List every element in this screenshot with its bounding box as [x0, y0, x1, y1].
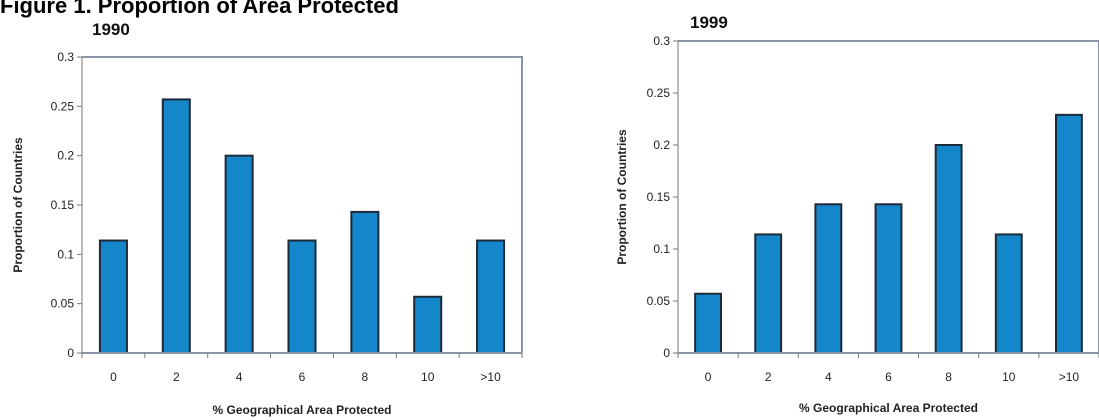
chart-1990-bar — [287, 239, 317, 355]
chart-1999-x-axis-label: % Geographical Area Protected — [799, 401, 978, 415]
chart-1990-x-tick-label: 8 — [362, 370, 369, 384]
chart-1999-y-axis-label: Proportion of Countries — [615, 129, 629, 265]
chart-1990-x-tick-label: >10 — [480, 370, 501, 384]
chart-1999-bar — [814, 203, 843, 354]
chart-1990-y-tick-label: 0.15 — [51, 198, 75, 212]
chart-1999-bar — [994, 233, 1023, 354]
chart-1990-bar — [413, 295, 443, 355]
chart-1999-bar — [694, 292, 723, 354]
chart-1990-x-tick-label: 0 — [110, 370, 117, 384]
chart-1990-x-tick-label: 6 — [299, 370, 306, 384]
chart-1999-plot-frame — [678, 40, 1099, 353]
chart-1990-bar — [350, 210, 380, 354]
figure-heading: Figure 1. Proportion of Area Protected — [0, 0, 399, 18]
chart-1999-y-tick-label: 0 — [663, 346, 670, 360]
chart-1999-bar — [934, 144, 963, 354]
chart-1999-title: 1999 — [690, 13, 728, 32]
chart-1999-x-tick-label: 10 — [1002, 370, 1016, 384]
chart-1990-y-tick-label: 0 — [67, 346, 74, 360]
chart-1990-bar — [161, 98, 191, 354]
chart-1999-y-tick-label: 0.15 — [647, 190, 671, 204]
chart-1999-y-tick-label: 0.3 — [653, 34, 670, 48]
chart-1999-x-tick-label: >10 — [1059, 370, 1080, 384]
chart-1999-bar — [754, 233, 783, 354]
chart-1990-x-tick-label: 4 — [236, 370, 243, 384]
chart-1999-y-tick-label: 0.25 — [647, 86, 671, 100]
chart-1999-y-tick-label: 0.1 — [653, 242, 670, 256]
chart-1999-y-tick-label: 0.2 — [653, 138, 670, 152]
chart-1999-x-tick-label: 6 — [885, 370, 892, 384]
chart-1990-y-tick-label: 0.3 — [57, 50, 74, 64]
chart-1999-bar — [874, 203, 903, 354]
chart-1999-y-tick-label: 0.05 — [647, 294, 671, 308]
chart-1990-plot-frame — [82, 56, 523, 353]
chart-1990-title: 1990 — [92, 20, 130, 39]
chart-1990-x-axis-label: % Geographical Area Protected — [213, 403, 392, 417]
chart-1990-y-tick-label: 0.1 — [57, 247, 74, 261]
chart-1990-bar — [224, 154, 254, 354]
chart-1990-y-tick-label: 0.25 — [51, 99, 75, 113]
chart-1990-y-axis-label: Proportion of Countries — [11, 137, 25, 273]
chart-1999-x-tick-label: 2 — [765, 370, 772, 384]
chart-1990-x-tick-label: 10 — [421, 370, 435, 384]
chart-1990-y-tick-label: 0.05 — [51, 297, 75, 311]
chart-1999-bar — [1054, 113, 1083, 354]
chart-1990-bar — [476, 239, 506, 355]
chart-1990-bar — [98, 239, 128, 355]
chart-1999-x-tick-label: 0 — [705, 370, 712, 384]
chart-1990-x-tick-label: 2 — [173, 370, 180, 384]
chart-1999-x-tick-label: 4 — [825, 370, 832, 384]
chart-1990-y-tick-label: 0.2 — [57, 149, 74, 163]
chart-1999-x-tick-label: 8 — [945, 370, 952, 384]
